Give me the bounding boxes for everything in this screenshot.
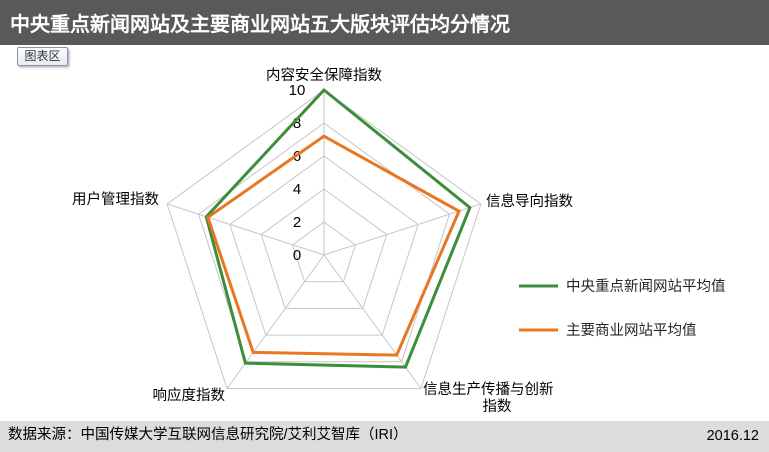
svg-text:0: 0 [293,247,301,264]
svg-text:指数: 指数 [483,398,512,415]
svg-text:用户管理指数: 用户管理指数 [72,191,159,208]
svg-text:10: 10 [289,82,306,99]
svg-text:响应度指数: 响应度指数 [153,386,226,404]
svg-text:信息导向指数: 信息导向指数 [486,193,573,210]
svg-text:信息生产传播与创新: 信息生产传播与创新 [423,381,554,398]
svg-text:内容安全保障指数: 内容安全保障指数 [266,66,382,84]
svg-text:4: 4 [293,181,301,198]
svg-text:主要商业网站平均值: 主要商业网站平均值 [566,322,697,339]
svg-text:2: 2 [293,214,301,231]
svg-text:中央重点新闻网站平均值: 中央重点新闻网站平均值 [566,278,726,295]
